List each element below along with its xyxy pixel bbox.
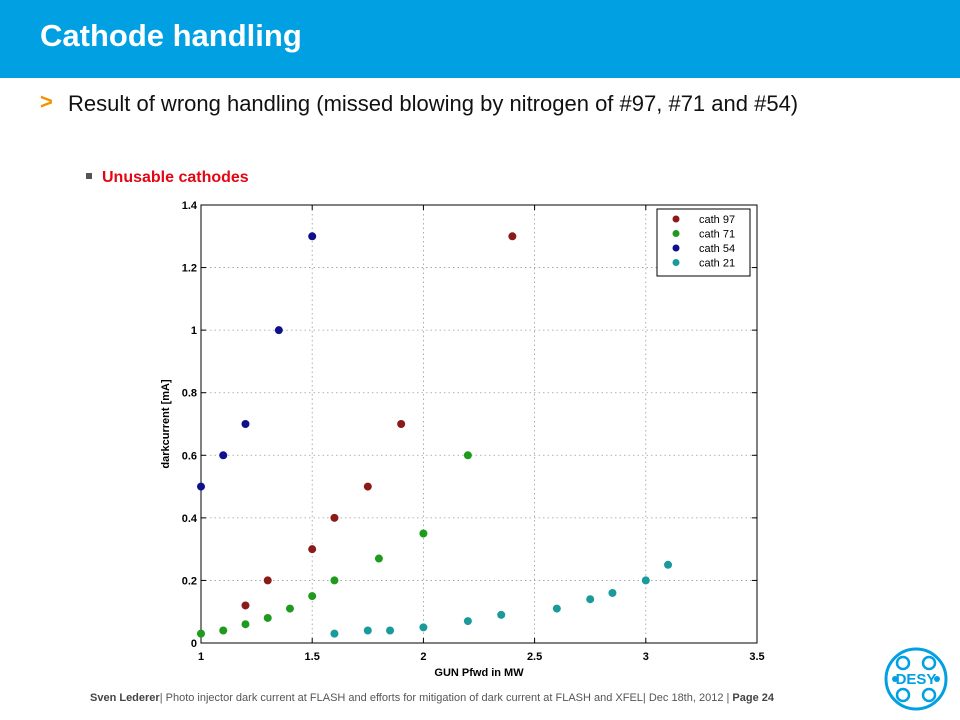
- x-tick-label: 1.5: [305, 651, 320, 663]
- data-point: [241, 601, 250, 610]
- sub-bullet-text: Unusable cathodes: [102, 169, 249, 186]
- y-axis-label: darkcurrent [mA]: [160, 379, 172, 469]
- footer-page: Page 24: [732, 692, 775, 704]
- data-point: [241, 420, 250, 428]
- data-point: [308, 232, 317, 241]
- square-bullet-icon: [86, 172, 92, 179]
- x-tick-label: 3.5: [749, 651, 764, 663]
- y-tick-label: 0.4: [182, 513, 198, 525]
- legend-label: cath 21: [699, 258, 735, 270]
- logo-text: DESY: [896, 671, 937, 688]
- data-point: [386, 626, 395, 635]
- data-point: [641, 576, 650, 585]
- footer-text: | Photo injector dark current at FLASH a…: [159, 692, 733, 704]
- x-tick-label: 3: [643, 651, 649, 663]
- slide-title: Cathode handling: [40, 18, 302, 53]
- x-tick-label: 2: [420, 651, 426, 663]
- legend-label: cath 97: [699, 214, 735, 226]
- x-tick-label: 1: [198, 651, 204, 663]
- footer-author: Sven Lederer: [90, 692, 160, 704]
- data-point: [419, 623, 428, 632]
- data-point: [330, 576, 339, 585]
- y-tick-label: 1.2: [182, 263, 197, 275]
- data-point: [552, 604, 561, 613]
- data-point: [241, 620, 250, 629]
- y-tick-label: 1.4: [182, 200, 198, 212]
- data-point: [308, 592, 317, 601]
- data-point: [497, 610, 506, 619]
- data-point: [274, 326, 283, 335]
- data-point: [463, 451, 472, 460]
- data-point: [263, 613, 272, 622]
- legend-marker: [672, 259, 680, 266]
- data-point: [197, 482, 205, 491]
- chart-legend: cath 97 cath 71 cath 54 cath 21: [656, 208, 751, 277]
- data-point: [219, 626, 228, 635]
- desy-logo: DESY: [884, 647, 948, 711]
- data-point: [397, 420, 406, 428]
- legend-marker: [672, 215, 680, 223]
- y-tick-label: 0.2: [182, 575, 197, 587]
- data-point: [664, 560, 673, 569]
- footer: Sven Lederer| Photo injector dark curren…: [90, 692, 774, 704]
- data-point: [463, 617, 472, 626]
- data-point: [608, 588, 617, 597]
- data-point: [219, 451, 228, 460]
- plot-frame: [200, 204, 758, 644]
- data-point: [586, 595, 595, 604]
- y-tick-label: 0.8: [182, 388, 197, 400]
- sub-bullet: Unusable cathodes: [86, 169, 249, 187]
- data-point: [263, 576, 272, 585]
- data-point: [197, 629, 205, 638]
- x-tick-label: 2.5: [527, 651, 542, 663]
- legend-label: cath 54: [699, 243, 735, 255]
- data-point: [363, 482, 372, 491]
- title-bar: Cathode handling: [0, 0, 960, 78]
- data-point: [330, 513, 339, 522]
- y-tick-label: 0.6: [182, 450, 197, 462]
- data-point: [508, 232, 517, 241]
- legend-box: [656, 208, 751, 277]
- bullet-text: Result of wrong handling (missed blowing…: [68, 91, 799, 116]
- data-point: [308, 545, 317, 554]
- y-tick-label: 1: [191, 325, 197, 337]
- scatter-chart: 1 1.5 2 2.5 3 3.5 0 0.2 0.4 0.6 0.8 1 1.2 1.4 GUN Pfw…: [160, 200, 765, 678]
- data-points: [197, 232, 673, 638]
- data-point: [374, 554, 383, 563]
- x-axis-label: GUN Pfwd in MW: [434, 667, 524, 678]
- bullet-marker: >: [40, 89, 53, 114]
- axis-ticks: 1 1.5 2 2.5 3 3.5 0 0.2 0.4 0.6 0.8 1 1.2 1.4: [182, 200, 765, 663]
- legend-marker: [672, 230, 680, 237]
- data-point: [363, 626, 372, 635]
- legend-marker: [672, 244, 680, 252]
- legend-label: cath 71: [699, 229, 735, 241]
- data-point: [330, 629, 339, 638]
- data-point: [285, 604, 294, 613]
- data-point: [419, 529, 428, 538]
- y-tick-label: 0: [191, 638, 197, 650]
